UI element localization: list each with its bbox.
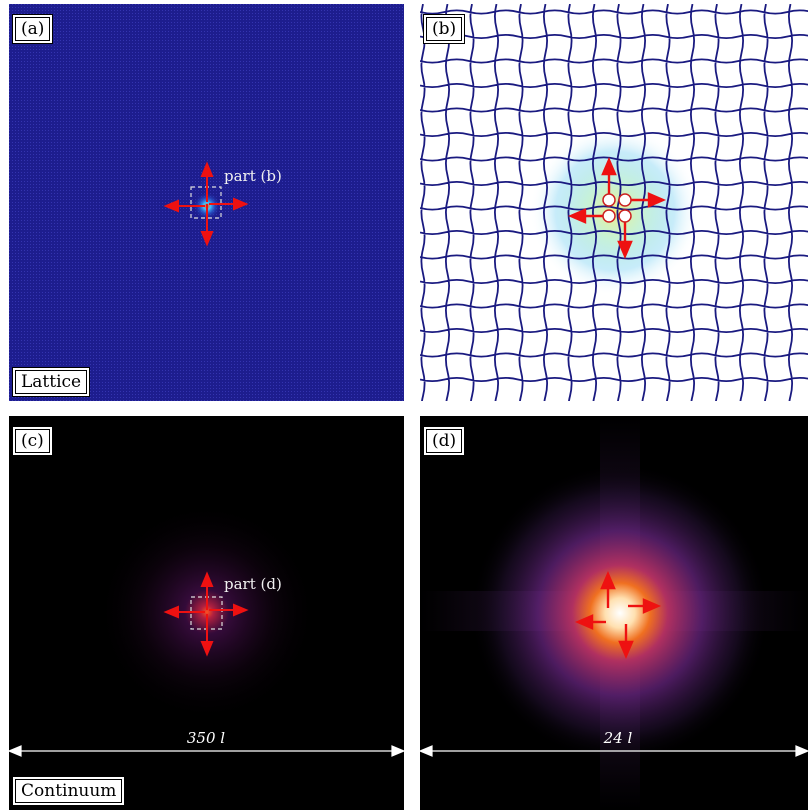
strain-glow xyxy=(530,126,700,296)
force-arrows xyxy=(163,161,249,247)
panel-tag-d: (d) xyxy=(426,429,463,453)
node-marker xyxy=(618,193,632,207)
lattice-lines xyxy=(420,4,808,401)
node-marker xyxy=(602,209,616,223)
panel-a-lattice-overview: part (b) (a) Lattice xyxy=(9,4,404,401)
panel-d-continuum-zoom: 24 l (d) xyxy=(420,416,808,810)
zoom-label: part (d) xyxy=(224,575,282,593)
panel-c-continuum-overview: part (d) 350 l (c) Continuum xyxy=(9,416,404,810)
panel-tag-b: (b) xyxy=(426,17,463,41)
dimension-arrow xyxy=(9,745,404,757)
force-arrows-zoom xyxy=(567,156,667,260)
continuum-field-zoom xyxy=(470,463,770,763)
lattice-grid xyxy=(420,4,808,401)
force-arrows xyxy=(163,571,249,657)
node-marker xyxy=(602,193,616,207)
node-marker xyxy=(618,209,632,223)
continuum-zoom-plot: 24 l xyxy=(420,416,808,810)
panel-tag-c: (c) xyxy=(15,429,50,453)
panel-tag-a: (a) xyxy=(15,17,51,41)
continuum-overview-plot: part (d) 350 l xyxy=(9,416,404,810)
panel-b-lattice-zoom: (b) xyxy=(420,4,808,401)
dimension-label: 24 l xyxy=(603,729,633,747)
dimension-arrow xyxy=(420,745,808,757)
continuum-field xyxy=(97,502,317,722)
lattice-zoom-plot xyxy=(420,4,808,401)
lattice-overview-plot: part (b) xyxy=(9,4,404,401)
continuum-label: Continuum xyxy=(15,779,123,803)
zoom-label: part (b) xyxy=(224,167,282,185)
force-arrows-zoom xyxy=(574,570,662,660)
lattice-label: Lattice xyxy=(15,370,88,394)
dimension-label: 350 l xyxy=(187,729,225,747)
